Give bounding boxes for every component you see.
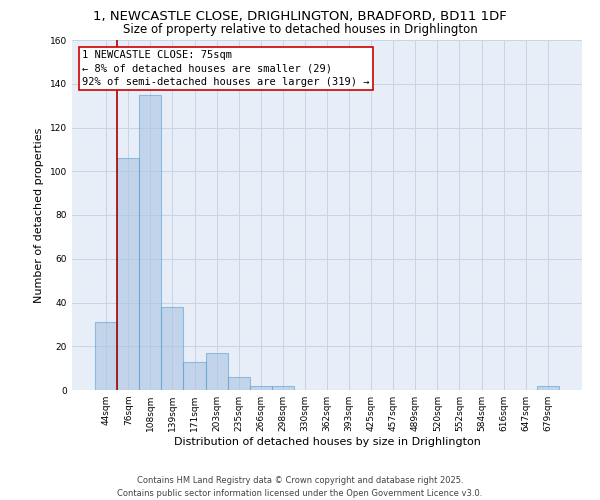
Bar <box>139 94 161 390</box>
Bar <box>161 307 184 390</box>
Bar <box>272 386 294 390</box>
Bar <box>184 362 206 390</box>
Bar <box>117 158 139 390</box>
Y-axis label: Number of detached properties: Number of detached properties <box>34 128 44 302</box>
Bar <box>206 353 227 390</box>
Bar <box>227 377 250 390</box>
X-axis label: Distribution of detached houses by size in Drighlington: Distribution of detached houses by size … <box>173 437 481 447</box>
Text: Size of property relative to detached houses in Drighlington: Size of property relative to detached ho… <box>122 22 478 36</box>
Bar <box>95 322 117 390</box>
Text: 1 NEWCASTLE CLOSE: 75sqm
← 8% of detached houses are smaller (29)
92% of semi-de: 1 NEWCASTLE CLOSE: 75sqm ← 8% of detache… <box>82 50 370 87</box>
Text: 1, NEWCASTLE CLOSE, DRIGHLINGTON, BRADFORD, BD11 1DF: 1, NEWCASTLE CLOSE, DRIGHLINGTON, BRADFO… <box>93 10 507 23</box>
Bar <box>537 386 559 390</box>
Bar <box>250 386 272 390</box>
Text: Contains HM Land Registry data © Crown copyright and database right 2025.
Contai: Contains HM Land Registry data © Crown c… <box>118 476 482 498</box>
